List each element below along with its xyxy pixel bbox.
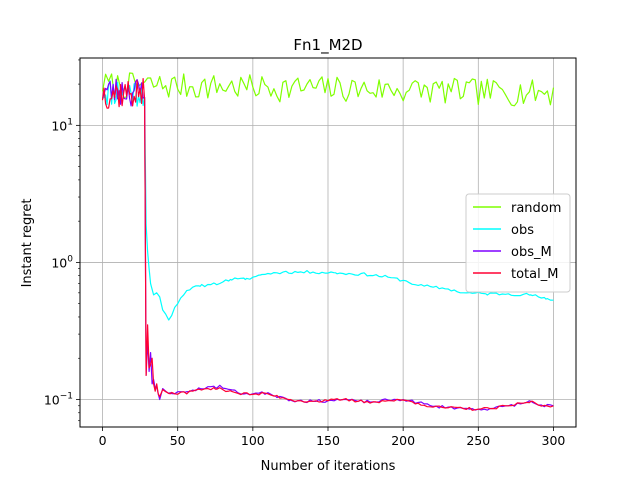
y-tick-exponent: 1 — [67, 117, 73, 127]
x-axis-ticks: 0 50 100 150 200 250 300 — [99, 427, 566, 448]
y-tick-base: 10 — [44, 392, 60, 407]
x-tick-label: 300 — [542, 433, 566, 448]
legend-box — [465, 193, 571, 293]
y-tick-label: 100 — [51, 254, 73, 270]
legend-label-total-M: total_M — [511, 267, 558, 282]
series-line-random — [101, 72, 555, 107]
y-tick-label: 10−1 — [44, 391, 73, 407]
x-tick-label: 100 — [241, 433, 265, 448]
legend-label-obs-M: obs_M — [511, 245, 552, 260]
y-tick-exponent: −1 — [60, 391, 73, 401]
y-tick-base: 10 — [51, 118, 67, 133]
y-tick-base: 10 — [51, 255, 67, 270]
y-tick-exponent: 0 — [67, 254, 73, 264]
legend-label-obs: obs — [511, 223, 534, 238]
x-axis-label: Number of iterations — [261, 459, 396, 474]
x-tick-label: 0 — [99, 433, 107, 448]
x-tick-label: 150 — [316, 433, 340, 448]
series-line-total-M — [101, 78, 554, 411]
x-tick-label: 50 — [170, 433, 186, 448]
x-tick-label: 200 — [391, 433, 415, 448]
legend-label-random: random — [511, 201, 561, 216]
y-axis-label: Instant regret — [20, 199, 35, 288]
y-tick-label: 101 — [51, 117, 73, 133]
chart-title: Fn1_M2D — [293, 36, 362, 55]
plot-series — [101, 72, 555, 411]
legend: random obs obs_M total_M — [465, 193, 571, 293]
series-line-obs — [102, 80, 554, 321]
x-tick-label: 250 — [466, 433, 490, 448]
